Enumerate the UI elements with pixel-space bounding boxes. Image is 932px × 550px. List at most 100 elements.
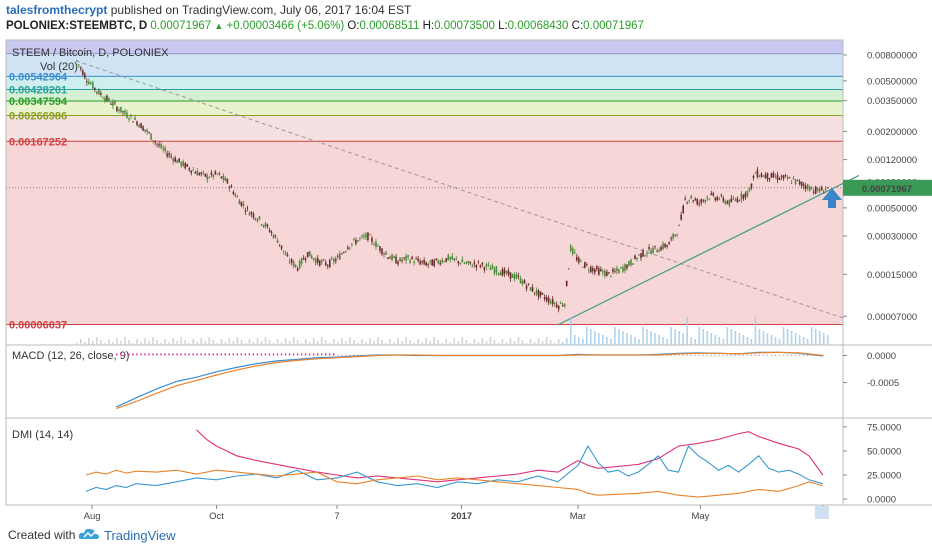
- candle-body: [310, 255, 313, 259]
- candle-body: [128, 118, 130, 120]
- candle-body: [525, 285, 528, 289]
- candle-body: [451, 255, 454, 260]
- candle-body: [555, 304, 558, 308]
- candle-body: [545, 297, 548, 301]
- candle-body: [184, 163, 187, 169]
- volume-bar: [682, 333, 684, 345]
- candle-body: [714, 197, 717, 201]
- candle-body: [537, 290, 540, 298]
- tradingview-brand[interactable]: TradingView: [104, 528, 176, 543]
- macd-histogram-bar: [304, 353, 307, 356]
- fib-band: [6, 40, 843, 54]
- volume-bar: [192, 339, 195, 345]
- candle-body: [421, 260, 423, 263]
- candle-body: [658, 250, 660, 253]
- volume-bar: [662, 337, 664, 345]
- candle-body: [746, 190, 749, 196]
- volume-bar: [92, 341, 94, 345]
- time-tick-label: May: [691, 511, 709, 522]
- candle-body: [411, 256, 413, 260]
- candle-body: [768, 178, 771, 180]
- candle-body: [620, 267, 622, 268]
- candle-body: [706, 197, 709, 199]
- volume-bar: [678, 331, 680, 345]
- candle-body: [477, 261, 480, 263]
- volume-bar: [750, 339, 753, 345]
- candle-body: [686, 202, 688, 204]
- volume-bar: [312, 338, 315, 345]
- volume-bar: [357, 343, 359, 345]
- volume-bar: [590, 329, 592, 345]
- volume-bar: [88, 338, 90, 345]
- candle-body: [519, 277, 522, 284]
- candle-body: [453, 258, 456, 260]
- volume-bar: [581, 339, 584, 345]
- volume-bar: [369, 338, 371, 345]
- candle-body: [427, 264, 429, 266]
- candle-body: [433, 260, 435, 267]
- macd-histogram-bar: [156, 353, 158, 356]
- candle-body: [565, 280, 568, 287]
- candle-body: [752, 176, 755, 178]
- candle-body: [240, 201, 243, 206]
- volume-bar: [497, 343, 500, 345]
- volume-bar: [264, 337, 267, 345]
- candle-body: [624, 264, 626, 271]
- candle-body: [397, 261, 399, 265]
- dmi-tick-label: 75.0000: [867, 422, 901, 433]
- candle-body: [337, 255, 339, 257]
- volume-bar: [316, 341, 319, 345]
- volume-bar: [421, 342, 423, 345]
- candle-body: [156, 143, 158, 145]
- macd-histogram-bar: [268, 353, 271, 356]
- candle-body: [377, 245, 379, 247]
- candle-body: [521, 280, 524, 285]
- candle-body: [479, 265, 482, 267]
- candle-body: [596, 266, 598, 270]
- candle-body: [483, 267, 486, 270]
- volume-bar: [212, 340, 215, 345]
- macd-histogram-bar: [690, 354, 692, 356]
- volume-bar: [577, 337, 580, 345]
- candle-body: [573, 252, 576, 254]
- volume-bar: [96, 337, 98, 345]
- macd-histogram-bar: [316, 353, 319, 356]
- volume-bar: [132, 343, 134, 345]
- candle-body: [347, 247, 349, 250]
- volume-bar: [614, 327, 616, 345]
- volume-bar: [670, 327, 672, 345]
- candle-body: [626, 264, 628, 269]
- dmi-tick-label: 50.0000: [867, 446, 901, 457]
- volume-bar: [272, 343, 275, 345]
- candle-body: [328, 259, 331, 268]
- volume-bar: [557, 339, 560, 345]
- candle-body: [684, 198, 686, 200]
- macd-histogram-bar: [666, 354, 668, 356]
- volume-bar: [786, 329, 789, 345]
- volume-bar: [453, 338, 456, 345]
- volume-bar: [84, 342, 86, 345]
- volume-bar: [361, 339, 363, 345]
- author-link[interactable]: talesfromthecrypt: [6, 3, 108, 17]
- volume-bar: [232, 341, 235, 345]
- candle-body: [80, 67, 82, 69]
- last-price: 0.00071967: [150, 20, 212, 32]
- candle-body: [134, 117, 136, 120]
- candle-body: [447, 254, 450, 261]
- candle-body: [513, 274, 516, 280]
- candle-body: [355, 240, 357, 244]
- candle-body: [720, 195, 723, 196]
- candle-body: [740, 193, 743, 200]
- volume-bar: [746, 337, 749, 345]
- volume-bar: [642, 327, 644, 345]
- volume-bar: [714, 335, 717, 345]
- candle-body: [523, 280, 526, 284]
- candle-body: [501, 269, 504, 276]
- candle-body: [345, 251, 347, 253]
- last-price-tag-label: 0.00071967: [862, 184, 912, 195]
- macd-histogram-bar: [272, 353, 275, 356]
- volume-bar: [284, 338, 287, 345]
- macd-histogram-bar: [140, 353, 142, 356]
- volume-bar: [533, 342, 536, 345]
